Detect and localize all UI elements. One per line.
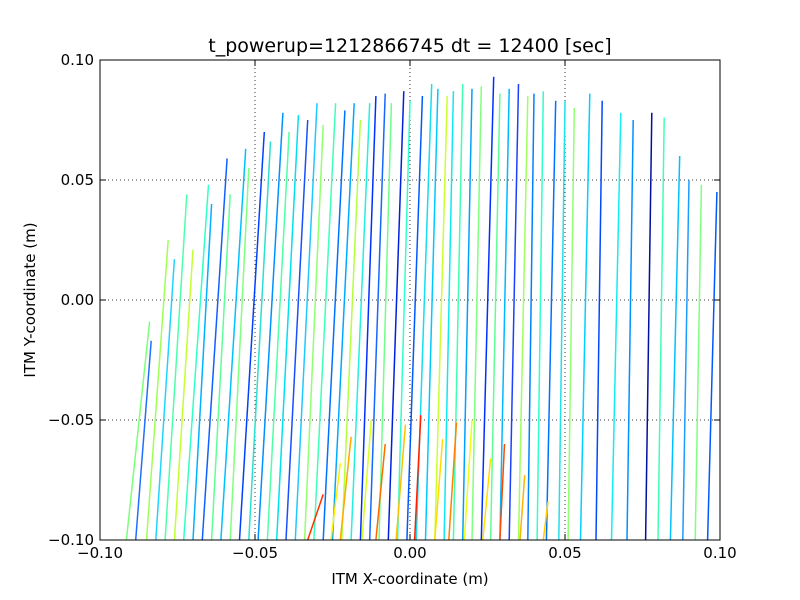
series-line — [201, 158, 228, 540]
series-line — [499, 88, 510, 540]
series-line — [155, 259, 176, 540]
axis-ticks: −0.10 −0.05 0.00 0.05 0.10 −0.10 −0.05 0.00 0.05… — [48, 51, 737, 562]
series-line — [350, 103, 371, 540]
series-line — [443, 91, 455, 540]
y-tick-label: 0.00 — [61, 291, 94, 309]
series-line — [517, 95, 529, 540]
series-line — [396, 100, 411, 540]
y-tick-label: 0.10 — [61, 51, 94, 69]
data-series-group — [125, 76, 718, 540]
series-line — [306, 494, 324, 540]
series-line — [238, 131, 266, 540]
x-tick-label: 0.00 — [393, 544, 426, 562]
series-line — [706, 191, 718, 540]
series-line — [285, 119, 309, 540]
series-line — [424, 88, 439, 540]
series-line — [542, 501, 549, 540]
x-axis-label: ITM X-coordinate (m) — [331, 570, 488, 588]
series-line — [359, 95, 377, 540]
series-line — [644, 112, 653, 540]
y-axis-label: ITM Y-coordinate (m) — [21, 222, 39, 377]
series-line — [694, 184, 703, 540]
series-line — [341, 119, 362, 540]
series-line — [134, 340, 152, 540]
series-line — [480, 76, 495, 540]
series-line — [471, 86, 483, 540]
y-tick-label: −0.10 — [48, 531, 94, 549]
series-line — [125, 321, 151, 540]
x-tick-label: 0.10 — [703, 544, 736, 562]
series-line — [595, 100, 603, 540]
series-line — [448, 422, 458, 540]
series-line — [210, 194, 231, 540]
series-line — [461, 88, 473, 540]
series-line — [173, 249, 194, 540]
series-line — [375, 443, 386, 540]
series-line — [545, 100, 557, 540]
series-line — [257, 112, 284, 540]
series-line — [567, 107, 576, 540]
series-line — [378, 103, 393, 540]
series-line — [482, 458, 492, 540]
series-line — [220, 148, 247, 540]
series-line — [229, 167, 250, 540]
series-line — [192, 203, 213, 540]
series-line — [331, 103, 355, 540]
series-line — [527, 93, 535, 540]
y-tick-label: 0.05 — [61, 171, 94, 189]
x-tick-label: −0.05 — [232, 544, 278, 562]
series-line — [558, 100, 566, 540]
series-line — [536, 91, 545, 540]
series-line — [610, 112, 622, 540]
series-line — [499, 443, 506, 540]
x-tick-label: −0.10 — [77, 544, 123, 562]
series-line — [395, 424, 407, 540]
series-line — [508, 83, 520, 540]
series-line — [339, 436, 352, 540]
series-line — [387, 91, 405, 540]
series-line — [579, 93, 591, 540]
series-line — [626, 119, 634, 540]
series-line — [669, 155, 681, 540]
series-line — [434, 439, 444, 540]
series-line — [682, 179, 690, 540]
series-line — [275, 115, 300, 540]
series-line — [313, 103, 337, 540]
series-line — [452, 83, 464, 540]
series-line — [368, 93, 386, 540]
x-tick-label: 0.05 — [548, 544, 581, 562]
series-line — [434, 95, 448, 540]
series-line — [406, 95, 424, 540]
series-line — [519, 475, 526, 540]
series-line — [266, 131, 290, 540]
chart-title: t_powerup=1212866745 dt = 12400 [sec] — [208, 35, 611, 57]
y-tick-label: −0.05 — [48, 411, 94, 429]
series-line — [164, 194, 188, 540]
series-line — [413, 415, 422, 540]
series-line — [145, 239, 169, 540]
series-line — [303, 124, 324, 540]
series-line — [182, 184, 210, 540]
series-line — [361, 419, 373, 540]
series-line — [657, 117, 665, 540]
series-line — [294, 103, 318, 540]
series-line — [322, 110, 346, 540]
series-line — [248, 141, 272, 540]
series-line — [489, 93, 501, 540]
series-line — [330, 463, 342, 540]
series-line — [463, 419, 473, 540]
